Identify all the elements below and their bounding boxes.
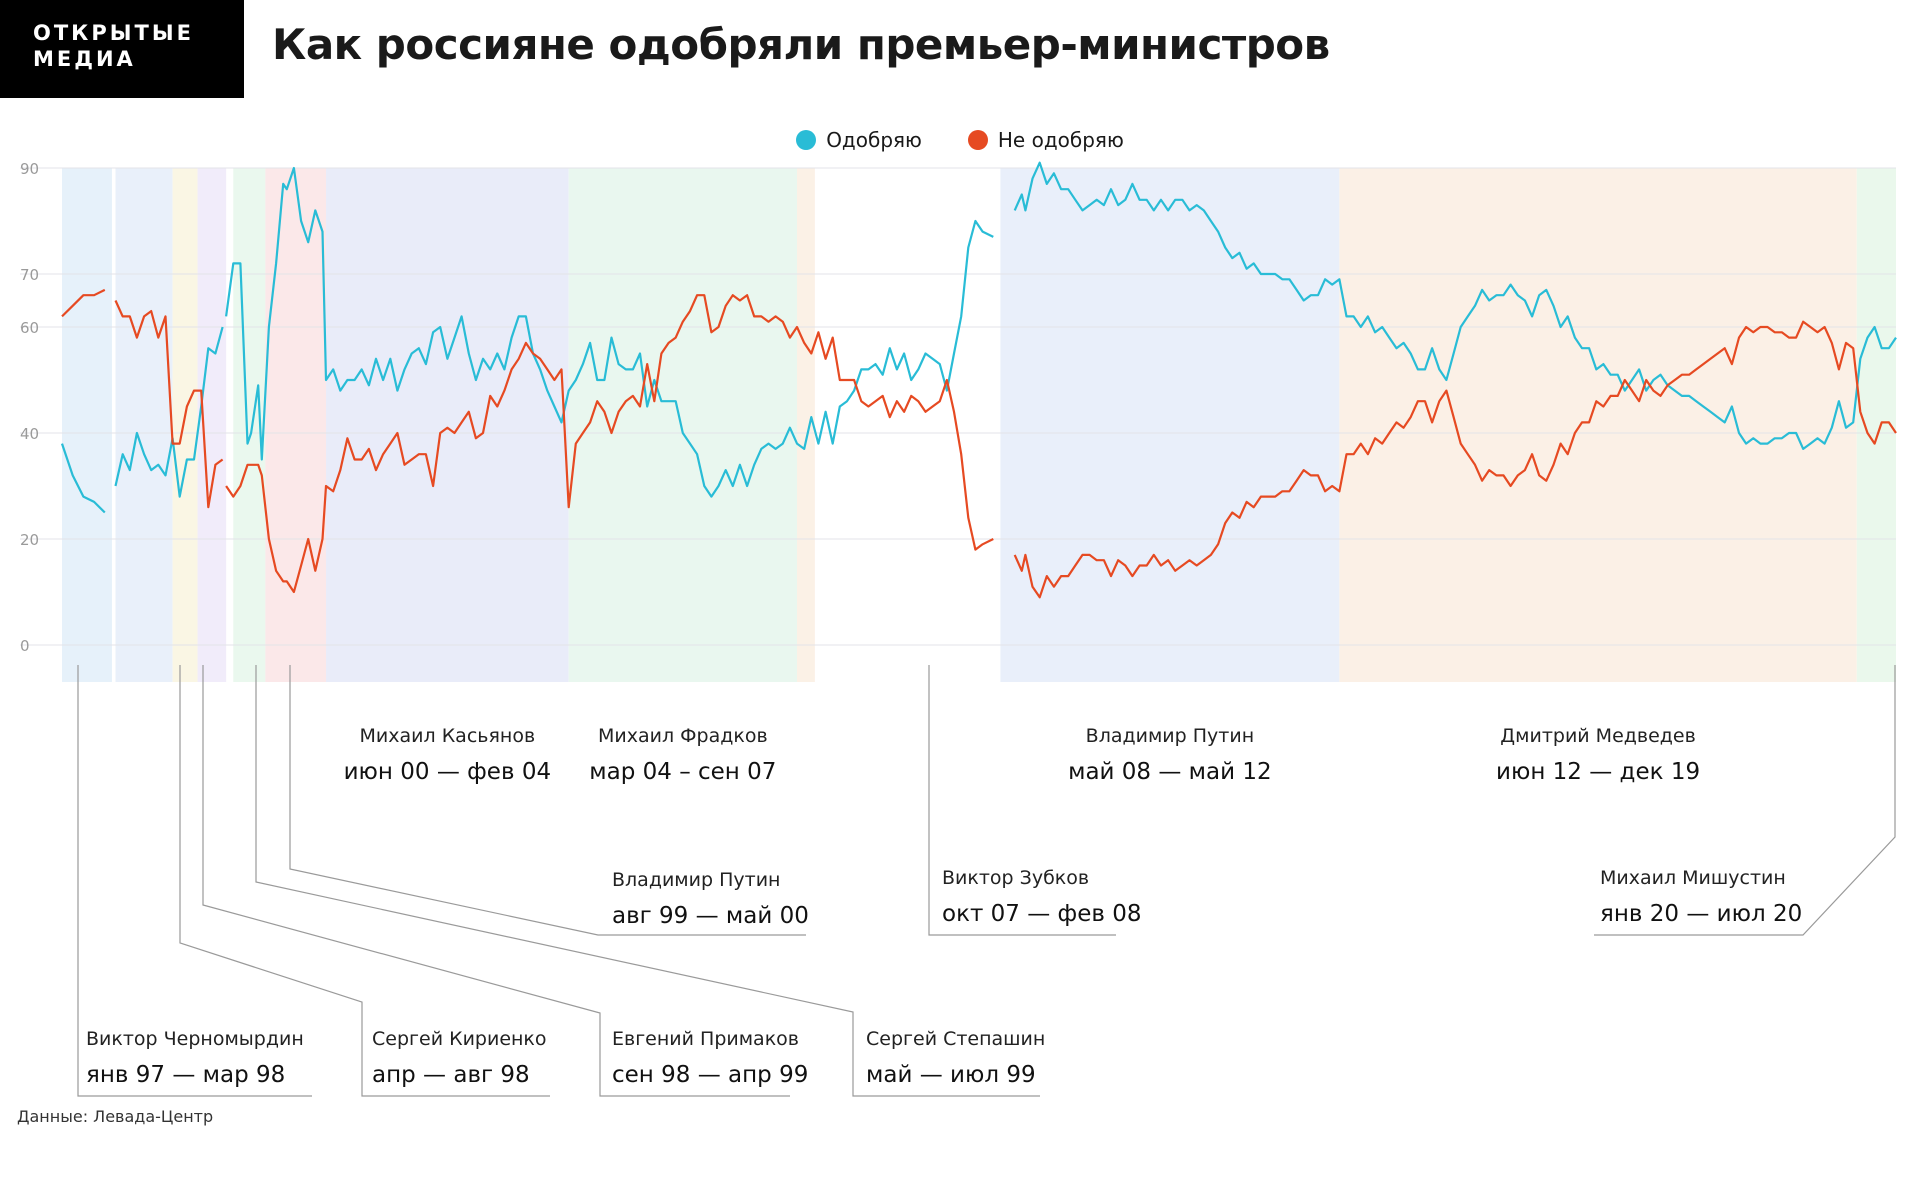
legend-dot-approve — [796, 130, 817, 150]
legend-item-approve: Одобряю — [796, 128, 922, 152]
period-name-0: Виктор Черномырдин — [86, 1028, 304, 1050]
callout-line-2 — [202, 665, 790, 1097]
period-dates-3: май — июл 99 — [866, 1062, 1036, 1088]
period-name-8: Виктор Зубков — [942, 867, 1089, 889]
period-name-2: Евгений Примаков — [612, 1028, 799, 1050]
callout-line-0 — [77, 665, 312, 1097]
legend-label-approve: Одобряю — [826, 128, 922, 152]
data-source: Данные: Левада-Центр — [17, 1107, 214, 1126]
y-tick-label-5: 90 — [20, 160, 39, 178]
legend-item-disapprove: Не одобряю — [967, 128, 1124, 152]
series-line-approve-2 — [225, 166, 994, 498]
legend-label-disapprove: Не одобряю — [997, 128, 1124, 152]
callout-line-11 — [1594, 665, 1896, 936]
period-band-0 — [62, 168, 112, 682]
series-line-disapprove-3 — [1013, 320, 1897, 599]
period-dates-6: июн 00 — фев 04 — [344, 759, 552, 785]
legend-dot-disapprove — [967, 130, 988, 150]
period-dates-8: окт 07 — фев 08 — [942, 901, 1142, 927]
period-name-1: Сергей Кириенко — [372, 1028, 547, 1050]
period-name-10: Дмитрий Медведев — [1500, 725, 1696, 747]
y-tick-label-4: 70 — [20, 266, 39, 284]
series-line-disapprove-0 — [61, 288, 106, 318]
period-dates-0: янв 97 — мар 98 — [86, 1062, 285, 1088]
period-band-6 — [326, 168, 569, 682]
period-band-10 — [1339, 168, 1857, 682]
callout-line-3 — [255, 665, 1040, 1097]
series-line-approve-1 — [114, 326, 224, 498]
period-band-2 — [172, 168, 198, 682]
period-name-4: Владимир Путин — [612, 869, 780, 891]
series-line-disapprove-1 — [114, 300, 224, 509]
y-tick-label-1: 20 — [20, 531, 39, 549]
chart-legend: Одобряю Не одобряю — [0, 128, 1920, 152]
brand-line-1: ОТКРЫТЫЕ — [33, 21, 194, 45]
brand-line-2: МЕДИА — [33, 47, 136, 71]
period-dates-10: июн 12 — дек 19 — [1496, 759, 1700, 785]
period-name-9: Владимир Путин — [1086, 725, 1254, 747]
brand-logo: ОТКРЫТЫЕ МЕДИА — [0, 0, 244, 98]
y-tick-label-2: 40 — [20, 425, 39, 443]
series-line-disapprove-2 — [225, 294, 994, 594]
page-title: Как россияне одобряли премьер-министров — [272, 20, 1330, 69]
period-band-1 — [115, 168, 173, 682]
period-dates-1: апр — авг 98 — [372, 1062, 530, 1088]
series-line-approve-3 — [1013, 161, 1897, 450]
series-line-approve-0 — [60, 443, 106, 514]
period-band-9 — [1000, 168, 1340, 682]
callout-line-1 — [179, 665, 550, 1097]
period-band-7 — [568, 168, 798, 682]
period-dates-2: сен 98 — апр 99 — [612, 1062, 808, 1088]
period-dates-7: мар 04 – сен 07 — [589, 759, 776, 785]
period-band-8 — [797, 168, 815, 682]
period-name-11: Михаил Мишустин — [1600, 867, 1786, 889]
period-band-5 — [265, 168, 327, 682]
period-dates-9: май 08 — май 12 — [1068, 759, 1272, 785]
period-dates-4: авг 99 — май 00 — [612, 903, 809, 929]
callout-line-4 — [289, 665, 806, 936]
period-name-6: Михаил Касьянов — [360, 725, 536, 747]
period-name-7: Михаил Фрадков — [598, 725, 768, 747]
callout-line-8 — [928, 665, 1116, 936]
period-dates-11: янв 20 — июл 20 — [1600, 901, 1802, 927]
y-tick-label-0: 0 — [20, 637, 30, 655]
period-band-3 — [197, 168, 227, 682]
period-name-3: Сергей Степашин — [866, 1028, 1045, 1050]
y-tick-label-3: 60 — [20, 319, 39, 337]
